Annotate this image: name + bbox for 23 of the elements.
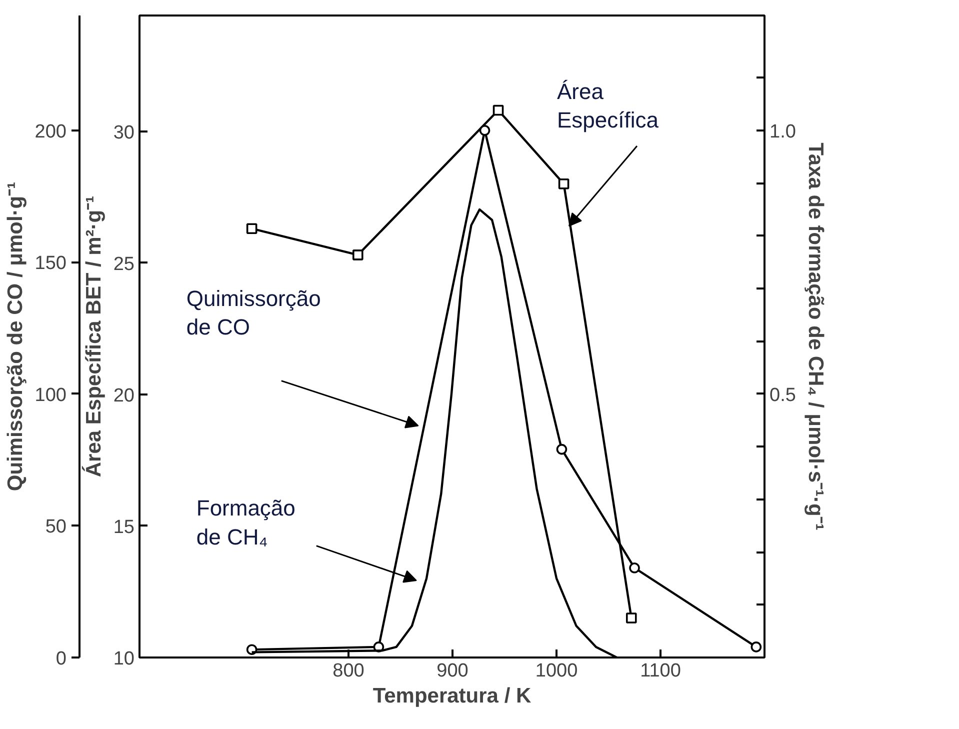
y2-tick-label: 0 bbox=[56, 648, 67, 670]
y2-tick-label: 100 bbox=[34, 384, 66, 406]
x-tick-label: 1100 bbox=[640, 660, 681, 682]
y3-tick-label: 1.0 bbox=[770, 121, 796, 142]
y2-tick-label: 150 bbox=[34, 253, 66, 274]
x-tick-label: 900 bbox=[436, 660, 468, 682]
annotation: Área Específica bbox=[556, 78, 660, 133]
y3-tick-label: 0.5 bbox=[770, 384, 796, 406]
annotation: Formação de CH₄ bbox=[196, 496, 296, 550]
y-tick-label: 30 bbox=[113, 122, 135, 144]
x-tick-label: 1000 bbox=[535, 660, 578, 682]
y-tick-label: 15 bbox=[113, 516, 135, 538]
y2-axis-title: Quimissorção de CO / μmol·g⁻¹ bbox=[4, 182, 27, 492]
x-axis-title: Temperatura / K bbox=[372, 684, 532, 708]
y2-tick-label: 50 bbox=[45, 516, 67, 538]
y-tick-label: 20 bbox=[113, 385, 135, 406]
y-tick-label: 10 bbox=[113, 648, 135, 670]
y2-tick-label: 200 bbox=[34, 121, 66, 142]
y-axis-title: Área Específica BET / m²·g⁻¹ bbox=[81, 196, 106, 478]
y3-axis-title: Taxa de formação de CH₄ / μmol·s⁻¹·g⁻¹ bbox=[804, 142, 827, 530]
annotation: Quimissorção de CO bbox=[186, 286, 321, 340]
y-tick-label: 25 bbox=[113, 254, 135, 275]
x-tick-label: 800 bbox=[332, 660, 364, 682]
